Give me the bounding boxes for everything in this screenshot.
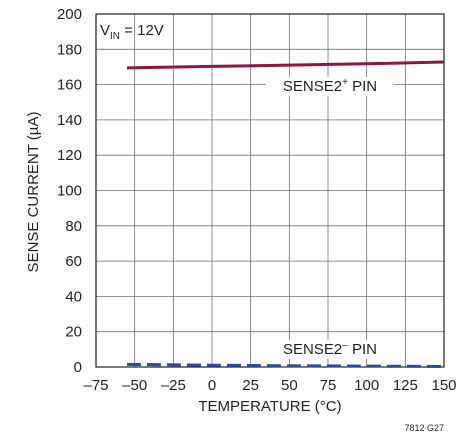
x-axis-title: TEMPERATURE (°C) <box>198 398 341 415</box>
y-tick-label: 120 <box>57 147 82 164</box>
y-tick-label: 140 <box>57 112 82 129</box>
series-label-2: SENSE2– PIN <box>283 340 377 358</box>
x-tick-label: –75 <box>83 377 108 394</box>
x-tick-label: 100 <box>354 377 379 394</box>
y-tick-label: 180 <box>57 41 82 58</box>
y-axis-ticks: 0 20 40 60 80 100 120 140 160 180 200 <box>57 6 82 376</box>
y-tick-label: 80 <box>65 218 82 235</box>
x-tick-label: 125 <box>393 377 418 394</box>
y-axis-title: SENSE CURRENT (µA) <box>25 112 42 273</box>
y-tick-label: 40 <box>65 288 82 305</box>
y-tick-label: 160 <box>57 77 82 94</box>
x-tick-label: 0 <box>208 377 216 394</box>
y-tick-label: 60 <box>65 253 82 270</box>
series-line-1 <box>126 60 445 70</box>
series-label-1: SENSE2+ PIN <box>283 77 377 95</box>
grid <box>96 14 444 367</box>
x-tick-label: –25 <box>161 377 186 394</box>
series-label-bg <box>266 340 394 359</box>
y-tick-label: 100 <box>57 183 82 200</box>
x-tick-label: 25 <box>242 377 259 394</box>
x-tick-label: 50 <box>281 377 298 394</box>
y-tick-label: 20 <box>65 324 82 341</box>
annotations: VIN = 12V SENSE2+ PIN SENSE2– PIN <box>100 22 394 359</box>
y-tick-label: 0 <box>74 359 82 376</box>
condition-label: VIN = 12V <box>100 22 164 42</box>
x-tick-label: 75 <box>320 377 337 394</box>
figure-id: 7812 G27 <box>404 423 444 433</box>
x-tick-label: –50 <box>122 377 147 394</box>
series-label-bg <box>266 77 394 96</box>
y-tick-label: 200 <box>57 6 82 23</box>
x-tick-label: 150 <box>431 377 456 394</box>
x-axis-ticks: –75 –50 –25 0 25 50 75 100 125 150 <box>83 377 456 394</box>
series-line-2 <box>126 362 445 368</box>
series-layer <box>126 60 445 368</box>
